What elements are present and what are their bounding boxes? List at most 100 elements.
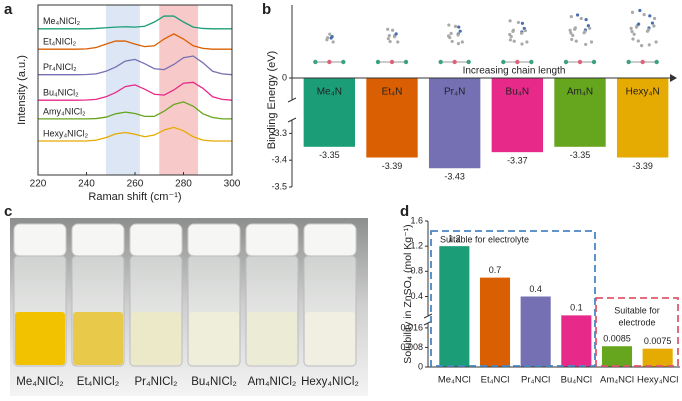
molecule-atom: [588, 26, 592, 30]
x-tick-label: 280: [175, 179, 192, 190]
molecule-atom: [453, 24, 458, 28]
category-label: Bu₄N: [506, 87, 530, 98]
molecule-atom: [574, 39, 578, 43]
vial-liquid: [131, 312, 181, 365]
molecule-atom: [520, 42, 524, 46]
atom: [640, 59, 645, 65]
molecule-atom: [631, 37, 635, 41]
molecule-atom: [586, 24, 590, 28]
vial-cap: [13, 223, 67, 257]
category-label: Et₄NCl: [481, 375, 510, 386]
molecule-atom: [584, 17, 588, 22]
spectrum-line: [38, 81, 233, 101]
molecule-atom: [325, 36, 330, 40]
molecule-atom: [328, 32, 332, 36]
bar-value-label: 0.0085: [603, 334, 631, 344]
panel-label: d: [400, 203, 409, 220]
y-tick-label: -3.4: [271, 155, 287, 165]
molecule-atom: [636, 39, 640, 43]
vial-liquid: [305, 312, 355, 365]
vial-cap: [303, 223, 357, 257]
molecule-atom: [640, 44, 644, 48]
bar: [439, 246, 470, 367]
molecule-atom: [394, 32, 398, 36]
molecule-atom: [450, 39, 454, 44]
y-tick-label: -3.5: [271, 181, 287, 191]
molecule-atom: [386, 27, 390, 31]
molecule-atom: [330, 34, 334, 39]
bar: [366, 78, 418, 158]
vial-cap: [129, 223, 183, 257]
molecule-atom: [456, 33, 460, 37]
x-tick-label: 220: [30, 179, 47, 190]
molecule-atom: [589, 40, 594, 44]
molecule-atom: [512, 39, 516, 43]
x-tick-label: 240: [78, 179, 95, 190]
molecule-atom: [387, 34, 391, 38]
y-tick-label: 0.4: [410, 291, 423, 301]
category-label: Bu₄NCl: [561, 375, 592, 386]
panel-label: c: [4, 203, 12, 220]
molecule-atom: [647, 43, 651, 47]
vial-label: Am₄NICl₂: [248, 376, 297, 388]
molecule-atom: [568, 28, 572, 32]
category-label: Hexy₄NCl: [637, 375, 678, 386]
y-tick-label: 0.016: [400, 322, 423, 332]
molecule-atom: [632, 32, 636, 36]
molecule-atom: [652, 16, 657, 21]
vial-liquid: [189, 312, 239, 365]
molecule-atom: [584, 42, 588, 47]
annotation: Increasing chain length: [463, 66, 566, 77]
atom: [375, 59, 381, 65]
molecule-atom: [637, 22, 641, 26]
molecule-atom: [582, 31, 586, 35]
vial-liquid: [15, 312, 65, 365]
spectrum-line: [38, 33, 232, 50]
series-label: Bu₄NICl₂: [43, 88, 79, 98]
atom: [515, 59, 520, 65]
y-tick-label: 0: [418, 361, 423, 371]
molecule-atom: [331, 40, 335, 44]
atom: [529, 59, 534, 65]
shaded-region: [105, 5, 140, 175]
bar: [491, 78, 544, 153]
spectrum-line: [38, 101, 232, 120]
molecule-atom: [569, 31, 573, 35]
molecule-atom: [638, 8, 642, 13]
vial-label: Me₄NICl₂: [16, 376, 64, 388]
molecule-atom: [447, 23, 451, 27]
annotation: Suitable for: [614, 305, 660, 315]
x-tick-label: 300: [224, 179, 241, 190]
bar-value-label: 0.7: [489, 265, 502, 275]
molecule-atom: [569, 14, 573, 19]
vial-label: Pr₄NICl₂: [134, 376, 177, 388]
molecule-atom: [511, 28, 516, 32]
molecule-atom: [458, 29, 462, 33]
panel-label: a: [4, 1, 13, 18]
molecule-atom: [652, 24, 656, 28]
molecule-atom: [457, 25, 461, 29]
molecule-atom: [629, 26, 633, 30]
y-tick-label: -3.3: [271, 128, 287, 138]
molecule-atom: [386, 37, 390, 41]
y-axis-label: Solubility in ZnSO₄ (mol Kg⁻¹): [402, 224, 414, 363]
atom: [577, 59, 583, 65]
atom: [313, 59, 318, 65]
molecule-atom: [449, 31, 453, 36]
atom: [389, 59, 395, 65]
molecule-atom: [460, 40, 464, 44]
molecule-atom: [575, 13, 580, 17]
molecule-atom: [630, 10, 635, 14]
bar: [642, 348, 673, 367]
shaded-region: [159, 5, 199, 175]
y-axis-label: Intensity (a.u.): [16, 55, 28, 125]
atom: [438, 59, 443, 65]
annotation-box: [430, 230, 596, 367]
vial-liquid: [73, 312, 123, 365]
bar-value-label: 0.4: [529, 284, 542, 294]
molecule-atom: [508, 38, 513, 42]
atom: [591, 59, 597, 65]
category-label: Am₄N: [567, 87, 593, 98]
annotation: electrode: [618, 317, 655, 327]
molecule-atom: [523, 28, 527, 33]
